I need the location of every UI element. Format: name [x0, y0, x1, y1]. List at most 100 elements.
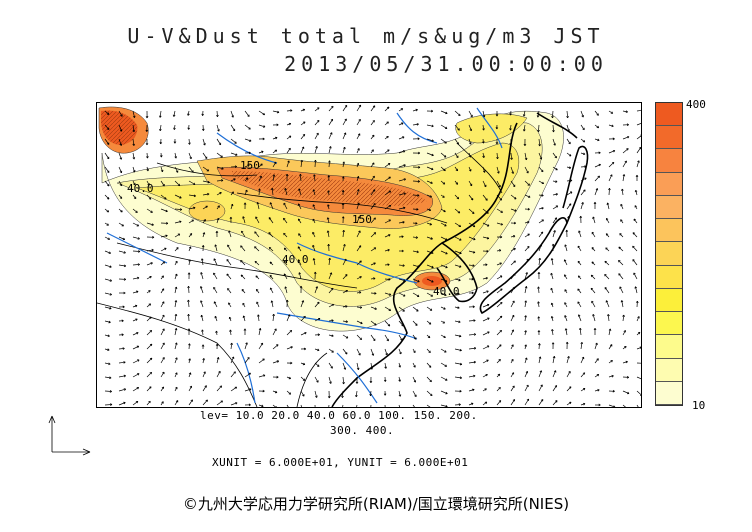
wind-arrow-head	[611, 161, 615, 165]
wind-arrow-head	[524, 286, 528, 289]
wind-arrow	[174, 247, 179, 252]
wind-arrow-head	[541, 181, 545, 185]
wind-arrow-head	[191, 170, 194, 173]
wind-arrow-head	[633, 272, 636, 275]
wind-arrow	[412, 236, 418, 239]
wind-arrow	[538, 258, 541, 266]
wind-arrow	[564, 244, 568, 252]
wind-arrow-head	[513, 248, 516, 251]
wind-arrow-head	[539, 370, 543, 373]
wind-arrow	[580, 166, 587, 168]
wind-arrow	[412, 334, 417, 340]
wind-arrow	[524, 233, 530, 238]
wind-arrow	[509, 124, 512, 131]
wind-arrow	[104, 264, 112, 268]
wind-arrow	[621, 300, 624, 308]
wind-arrow	[468, 236, 476, 241]
wind-arrow-head	[485, 198, 488, 201]
wind-arrow-head	[235, 402, 238, 405]
wind-arrow	[241, 289, 246, 294]
wind-arrow-head	[204, 385, 207, 388]
wind-arrow	[132, 264, 140, 266]
wind-arrow-head	[254, 246, 257, 249]
wind-arrow-head	[119, 129, 123, 132]
wind-arrow	[633, 272, 638, 280]
wind-arrow	[564, 259, 568, 266]
wind-arrow-head	[260, 163, 263, 166]
wind-arrow	[566, 371, 571, 378]
wind-arrow	[398, 278, 406, 282]
wind-arrow-head	[373, 338, 376, 342]
wind-arrow-head	[486, 345, 490, 348]
wind-arrow	[538, 231, 544, 238]
wind-arrow-head	[269, 261, 272, 264]
wind-arrow	[524, 258, 529, 266]
wind-arrow	[440, 278, 448, 282]
wind-arrow-head	[316, 119, 320, 123]
wind-arrow-head	[276, 375, 279, 379]
wind-arrow	[283, 202, 288, 210]
wind-arrow	[510, 260, 516, 266]
wind-arrow-head	[328, 257, 332, 261]
wind-arrow-head	[187, 113, 190, 116]
wind-arrow	[552, 230, 556, 238]
wind-arrow	[370, 362, 373, 370]
wind-arrow-head	[431, 139, 434, 142]
wind-arrow	[454, 348, 462, 351]
wind-arrow-head	[327, 175, 331, 178]
wind-arrow	[618, 246, 624, 252]
wind-arrow-head	[272, 313, 275, 317]
wind-arrow	[426, 264, 434, 268]
wind-arrow-head	[386, 135, 389, 139]
wind-arrow-head	[187, 272, 191, 275]
color-scale	[655, 102, 683, 406]
wind-arrow	[314, 318, 321, 322]
wind-arrow-head	[442, 195, 445, 198]
wind-arrow-head	[633, 218, 636, 222]
wind-arrow-head	[263, 125, 266, 128]
wind-arrow	[468, 347, 476, 350]
wind-arrow	[592, 314, 596, 322]
wind-arrow-head	[564, 274, 567, 277]
wind-arrow-head	[551, 329, 554, 332]
wind-arrow-head	[149, 330, 153, 333]
wind-arrow-head	[298, 188, 301, 191]
wind-arrow	[496, 344, 502, 350]
wind-arrow-head	[328, 160, 331, 163]
wind-arrow-head	[187, 299, 190, 303]
wind-arrow	[342, 289, 348, 294]
wind-arrow	[454, 306, 460, 309]
wind-arrow	[200, 286, 204, 294]
wind-arrow-head	[621, 188, 624, 191]
wind-arrow	[286, 390, 291, 395]
wind-arrow-head	[372, 120, 375, 123]
wind-arrow-head	[108, 320, 111, 324]
wind-arrow	[468, 333, 476, 336]
wind-arrow-head	[486, 224, 490, 227]
wind-arrow-head	[582, 372, 586, 375]
wind-arrow-head	[468, 142, 472, 145]
wind-arrow	[256, 289, 260, 294]
wind-arrow-head	[526, 258, 529, 262]
wind-arrow-head	[119, 183, 123, 187]
wind-arrow	[620, 219, 624, 224]
wind-arrow-head	[262, 112, 266, 116]
wind-arrow-head	[527, 183, 530, 186]
wind-arrow	[356, 148, 360, 154]
wind-arrow	[230, 342, 233, 350]
wind-arrow-head	[345, 274, 348, 277]
wind-arrow-head	[596, 358, 599, 361]
wind-arrow-head	[597, 175, 600, 178]
wind-arrow-head	[459, 348, 462, 352]
wind-arrow-head	[527, 233, 530, 236]
wind-arrow-head	[509, 143, 513, 146]
wind-arrow-head	[132, 143, 136, 146]
wind-arrow	[426, 152, 434, 156]
wind-arrow	[258, 328, 261, 336]
contour-label: 40.0	[433, 285, 460, 298]
wind-arrow-head	[498, 185, 501, 188]
wind-arrow-head	[403, 279, 406, 282]
wind-arrow-head	[550, 302, 554, 306]
wind-arrow	[328, 287, 334, 294]
wind-arrow-head	[550, 316, 554, 319]
